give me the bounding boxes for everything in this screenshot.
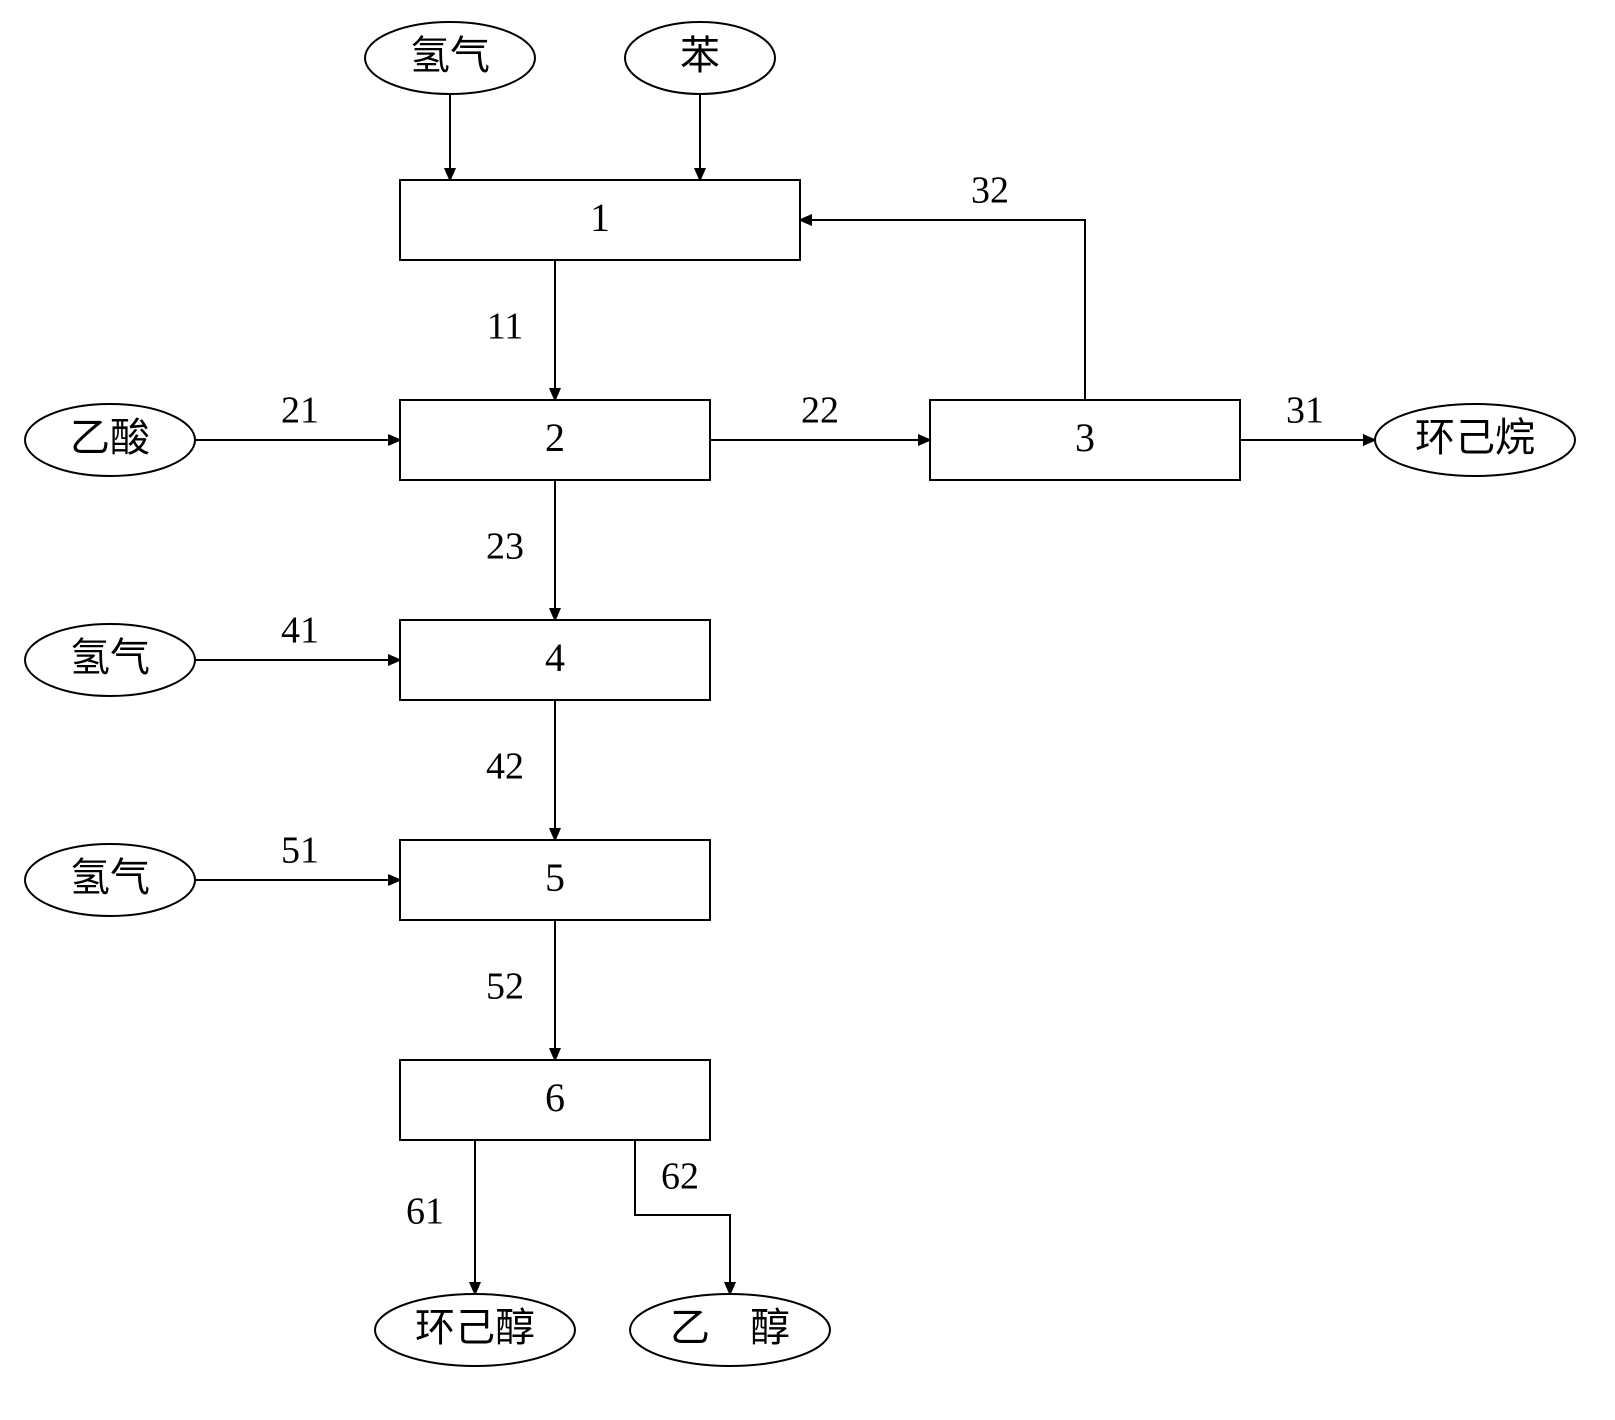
- edge-label-e21: 21: [281, 390, 319, 432]
- material-node-e_etoh: 乙 醇: [630, 1294, 830, 1366]
- edge-label-e11: 11: [487, 306, 524, 348]
- edge-label-e61: 61: [406, 1191, 444, 1233]
- process-node-r1: 1: [400, 180, 800, 260]
- material-node-e_acoh: 乙酸: [25, 404, 195, 476]
- flowchart-canvas: 123456 氢气苯乙酸氢气氢气环己烷环己醇乙 醇 11212231322341…: [0, 0, 1615, 1420]
- edge-label-e51: 51: [281, 830, 319, 872]
- edge-label-e23: 23: [486, 526, 524, 568]
- edge-label-e22: 22: [801, 390, 839, 432]
- edge-label-e32: 32: [971, 170, 1009, 212]
- material-label: 氢气: [410, 33, 490, 78]
- material-node-e_h2_4: 氢气: [25, 624, 195, 696]
- material-label: 环己烷: [1415, 415, 1535, 460]
- material-label: 乙 醇: [670, 1305, 790, 1350]
- edge-label-e62: 62: [661, 1156, 699, 1198]
- edge-label-e52: 52: [486, 966, 524, 1008]
- edge-e32: [800, 220, 1085, 400]
- material-node-e_h2_5: 氢气: [25, 844, 195, 916]
- process-label: 6: [545, 1075, 565, 1120]
- process-node-r4: 4: [400, 620, 710, 700]
- process-label: 3: [1075, 415, 1095, 460]
- edge-label-e41: 41: [281, 610, 319, 652]
- process-label: 5: [545, 855, 565, 900]
- process-node-r2: 2: [400, 400, 710, 480]
- material-node-e_h2_top1: 氢气: [365, 22, 535, 94]
- material-node-e_chx: 环己烷: [1375, 404, 1575, 476]
- material-label: 氢气: [70, 635, 150, 680]
- material-node-e_ben: 苯: [625, 22, 775, 94]
- edge-label-e31: 31: [1286, 390, 1324, 432]
- process-label: 1: [590, 195, 610, 240]
- material-label: 苯: [680, 33, 720, 78]
- rect-nodes-layer: 123456: [400, 180, 1240, 1140]
- edges-layer: [195, 94, 1375, 1294]
- material-node-e_chol: 环己醇: [375, 1294, 575, 1366]
- process-node-r6: 6: [400, 1060, 710, 1140]
- process-label: 2: [545, 415, 565, 460]
- process-node-r5: 5: [400, 840, 710, 920]
- edge-label-e42: 42: [486, 746, 524, 788]
- process-node-r3: 3: [930, 400, 1240, 480]
- material-label: 乙酸: [70, 415, 150, 460]
- process-label: 4: [545, 635, 565, 680]
- material-label: 环己醇: [415, 1305, 535, 1350]
- material-label: 氢气: [70, 855, 150, 900]
